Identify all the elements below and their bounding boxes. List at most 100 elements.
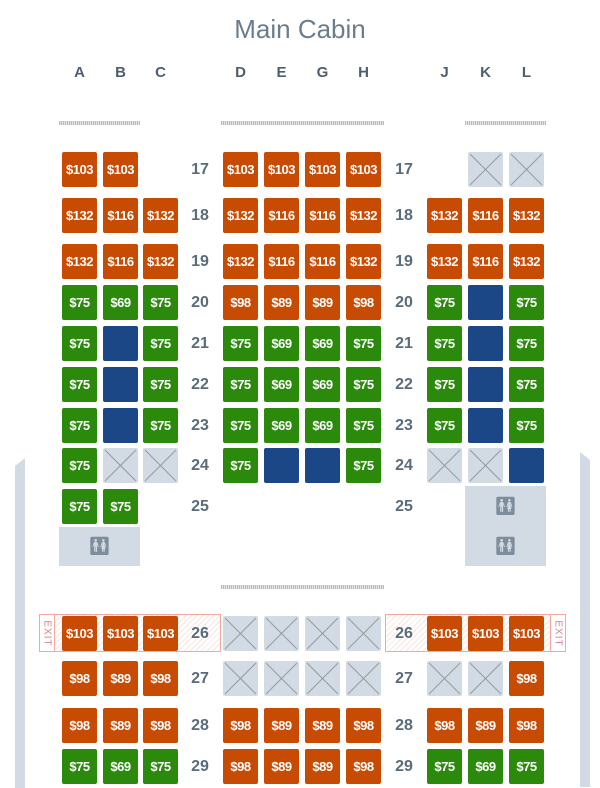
seat-18H[interactable]: $132: [346, 198, 381, 233]
seat-29K[interactable]: $69: [468, 749, 503, 784]
seat-22A[interactable]: $75: [62, 367, 97, 402]
seat-17A[interactable]: $103: [62, 152, 97, 187]
seat-22J[interactable]: $75: [427, 367, 462, 402]
row-number: 18: [395, 207, 413, 224]
seat-28L[interactable]: $98: [509, 708, 544, 743]
seat-28J[interactable]: $98: [427, 708, 462, 743]
seat-20E[interactable]: $89: [264, 285, 299, 320]
seat-19D[interactable]: $132: [223, 244, 258, 279]
seat-23J[interactable]: $75: [427, 408, 462, 443]
lavatory-icon: 🚻︎: [494, 535, 517, 556]
lavatory-icon: 🚻︎: [88, 536, 111, 556]
seat-18G[interactable]: $116: [305, 198, 340, 233]
seat-19H[interactable]: $132: [346, 244, 381, 279]
seat-18B[interactable]: $116: [103, 198, 138, 233]
seat-23D[interactable]: $75: [223, 408, 258, 443]
seat-21C[interactable]: $75: [143, 326, 178, 361]
seat-22G[interactable]: $69: [305, 367, 340, 402]
seat-20D[interactable]: $98: [223, 285, 258, 320]
seat-26B[interactable]: $103: [103, 616, 138, 651]
seat-29G[interactable]: $89: [305, 749, 340, 784]
seat-20L[interactable]: $75: [509, 285, 544, 320]
seat-20G[interactable]: $89: [305, 285, 340, 320]
seat-18E[interactable]: $116: [264, 198, 299, 233]
seat-28D[interactable]: $98: [223, 708, 258, 743]
seat-19J[interactable]: $132: [427, 244, 462, 279]
seat-26K[interactable]: $103: [468, 616, 503, 651]
seat-28B[interactable]: $89: [103, 708, 138, 743]
seat-23B-occupied: [103, 408, 138, 443]
seat-18D[interactable]: $132: [223, 198, 258, 233]
seat-21H[interactable]: $75: [346, 326, 381, 361]
seat-21A[interactable]: $75: [62, 326, 97, 361]
seat-29L[interactable]: $75: [509, 749, 544, 784]
seat-27B[interactable]: $89: [103, 661, 138, 696]
seat-21D[interactable]: $75: [223, 326, 258, 361]
seat-28A[interactable]: $98: [62, 708, 97, 743]
seat-19K[interactable]: $116: [468, 244, 503, 279]
seat-21L[interactable]: $75: [509, 326, 544, 361]
seat-24H[interactable]: $75: [346, 448, 381, 483]
seat-19G[interactable]: $116: [305, 244, 340, 279]
seat-22E[interactable]: $69: [264, 367, 299, 402]
seat-23C[interactable]: $75: [143, 408, 178, 443]
seat-17H[interactable]: $103: [346, 152, 381, 187]
seat-26C[interactable]: $103: [143, 616, 178, 651]
seat-26J[interactable]: $103: [427, 616, 462, 651]
seat-23G[interactable]: $69: [305, 408, 340, 443]
seat-17E[interactable]: $103: [264, 152, 299, 187]
seat-26A[interactable]: $103: [62, 616, 97, 651]
seat-17G[interactable]: $103: [305, 152, 340, 187]
seat-28K[interactable]: $89: [468, 708, 503, 743]
seat-20B[interactable]: $69: [103, 285, 138, 320]
seat-25B[interactable]: $75: [103, 489, 138, 524]
seat-19L[interactable]: $132: [509, 244, 544, 279]
seat-29D[interactable]: $98: [223, 749, 258, 784]
seat-18L[interactable]: $132: [509, 198, 544, 233]
seat-21J[interactable]: $75: [427, 326, 462, 361]
seat-24A[interactable]: $75: [62, 448, 97, 483]
seat-29E[interactable]: $89: [264, 749, 299, 784]
seat-22L[interactable]: $75: [509, 367, 544, 402]
seat-21E[interactable]: $69: [264, 326, 299, 361]
seat-23A[interactable]: $75: [62, 408, 97, 443]
seat-20C[interactable]: $75: [143, 285, 178, 320]
seat-17B[interactable]: $103: [103, 152, 138, 187]
seat-24K-unavailable: [468, 448, 503, 483]
seat-29A[interactable]: $75: [62, 749, 97, 784]
seat-19E[interactable]: $116: [264, 244, 299, 279]
seat-28H[interactable]: $98: [346, 708, 381, 743]
seat-23L[interactable]: $75: [509, 408, 544, 443]
column-header-B: B: [115, 64, 126, 81]
seat-21G[interactable]: $69: [305, 326, 340, 361]
seat-28C[interactable]: $98: [143, 708, 178, 743]
seat-18K[interactable]: $116: [468, 198, 503, 233]
seat-22C[interactable]: $75: [143, 367, 178, 402]
seat-27A[interactable]: $98: [62, 661, 97, 696]
seat-24D[interactable]: $75: [223, 448, 258, 483]
seat-19C[interactable]: $132: [143, 244, 178, 279]
seat-20A[interactable]: $75: [62, 285, 97, 320]
seat-22D[interactable]: $75: [223, 367, 258, 402]
seat-27C[interactable]: $98: [143, 661, 178, 696]
seat-22H[interactable]: $75: [346, 367, 381, 402]
seat-29J[interactable]: $75: [427, 749, 462, 784]
seat-18C[interactable]: $132: [143, 198, 178, 233]
seat-29H[interactable]: $98: [346, 749, 381, 784]
seat-17D[interactable]: $103: [223, 152, 258, 187]
seat-26L[interactable]: $103: [509, 616, 544, 651]
seat-19B[interactable]: $116: [103, 244, 138, 279]
seat-23E[interactable]: $69: [264, 408, 299, 443]
seat-23H[interactable]: $75: [346, 408, 381, 443]
seat-28E[interactable]: $89: [264, 708, 299, 743]
seat-28G[interactable]: $89: [305, 708, 340, 743]
seat-27L[interactable]: $98: [509, 661, 544, 696]
seat-20H[interactable]: $98: [346, 285, 381, 320]
seat-20J[interactable]: $75: [427, 285, 462, 320]
seat-18A[interactable]: $132: [62, 198, 97, 233]
seat-29B[interactable]: $69: [103, 749, 138, 784]
seat-19A[interactable]: $132: [62, 244, 97, 279]
seat-25A[interactable]: $75: [62, 489, 97, 524]
seat-29C[interactable]: $75: [143, 749, 178, 784]
seat-18J[interactable]: $132: [427, 198, 462, 233]
